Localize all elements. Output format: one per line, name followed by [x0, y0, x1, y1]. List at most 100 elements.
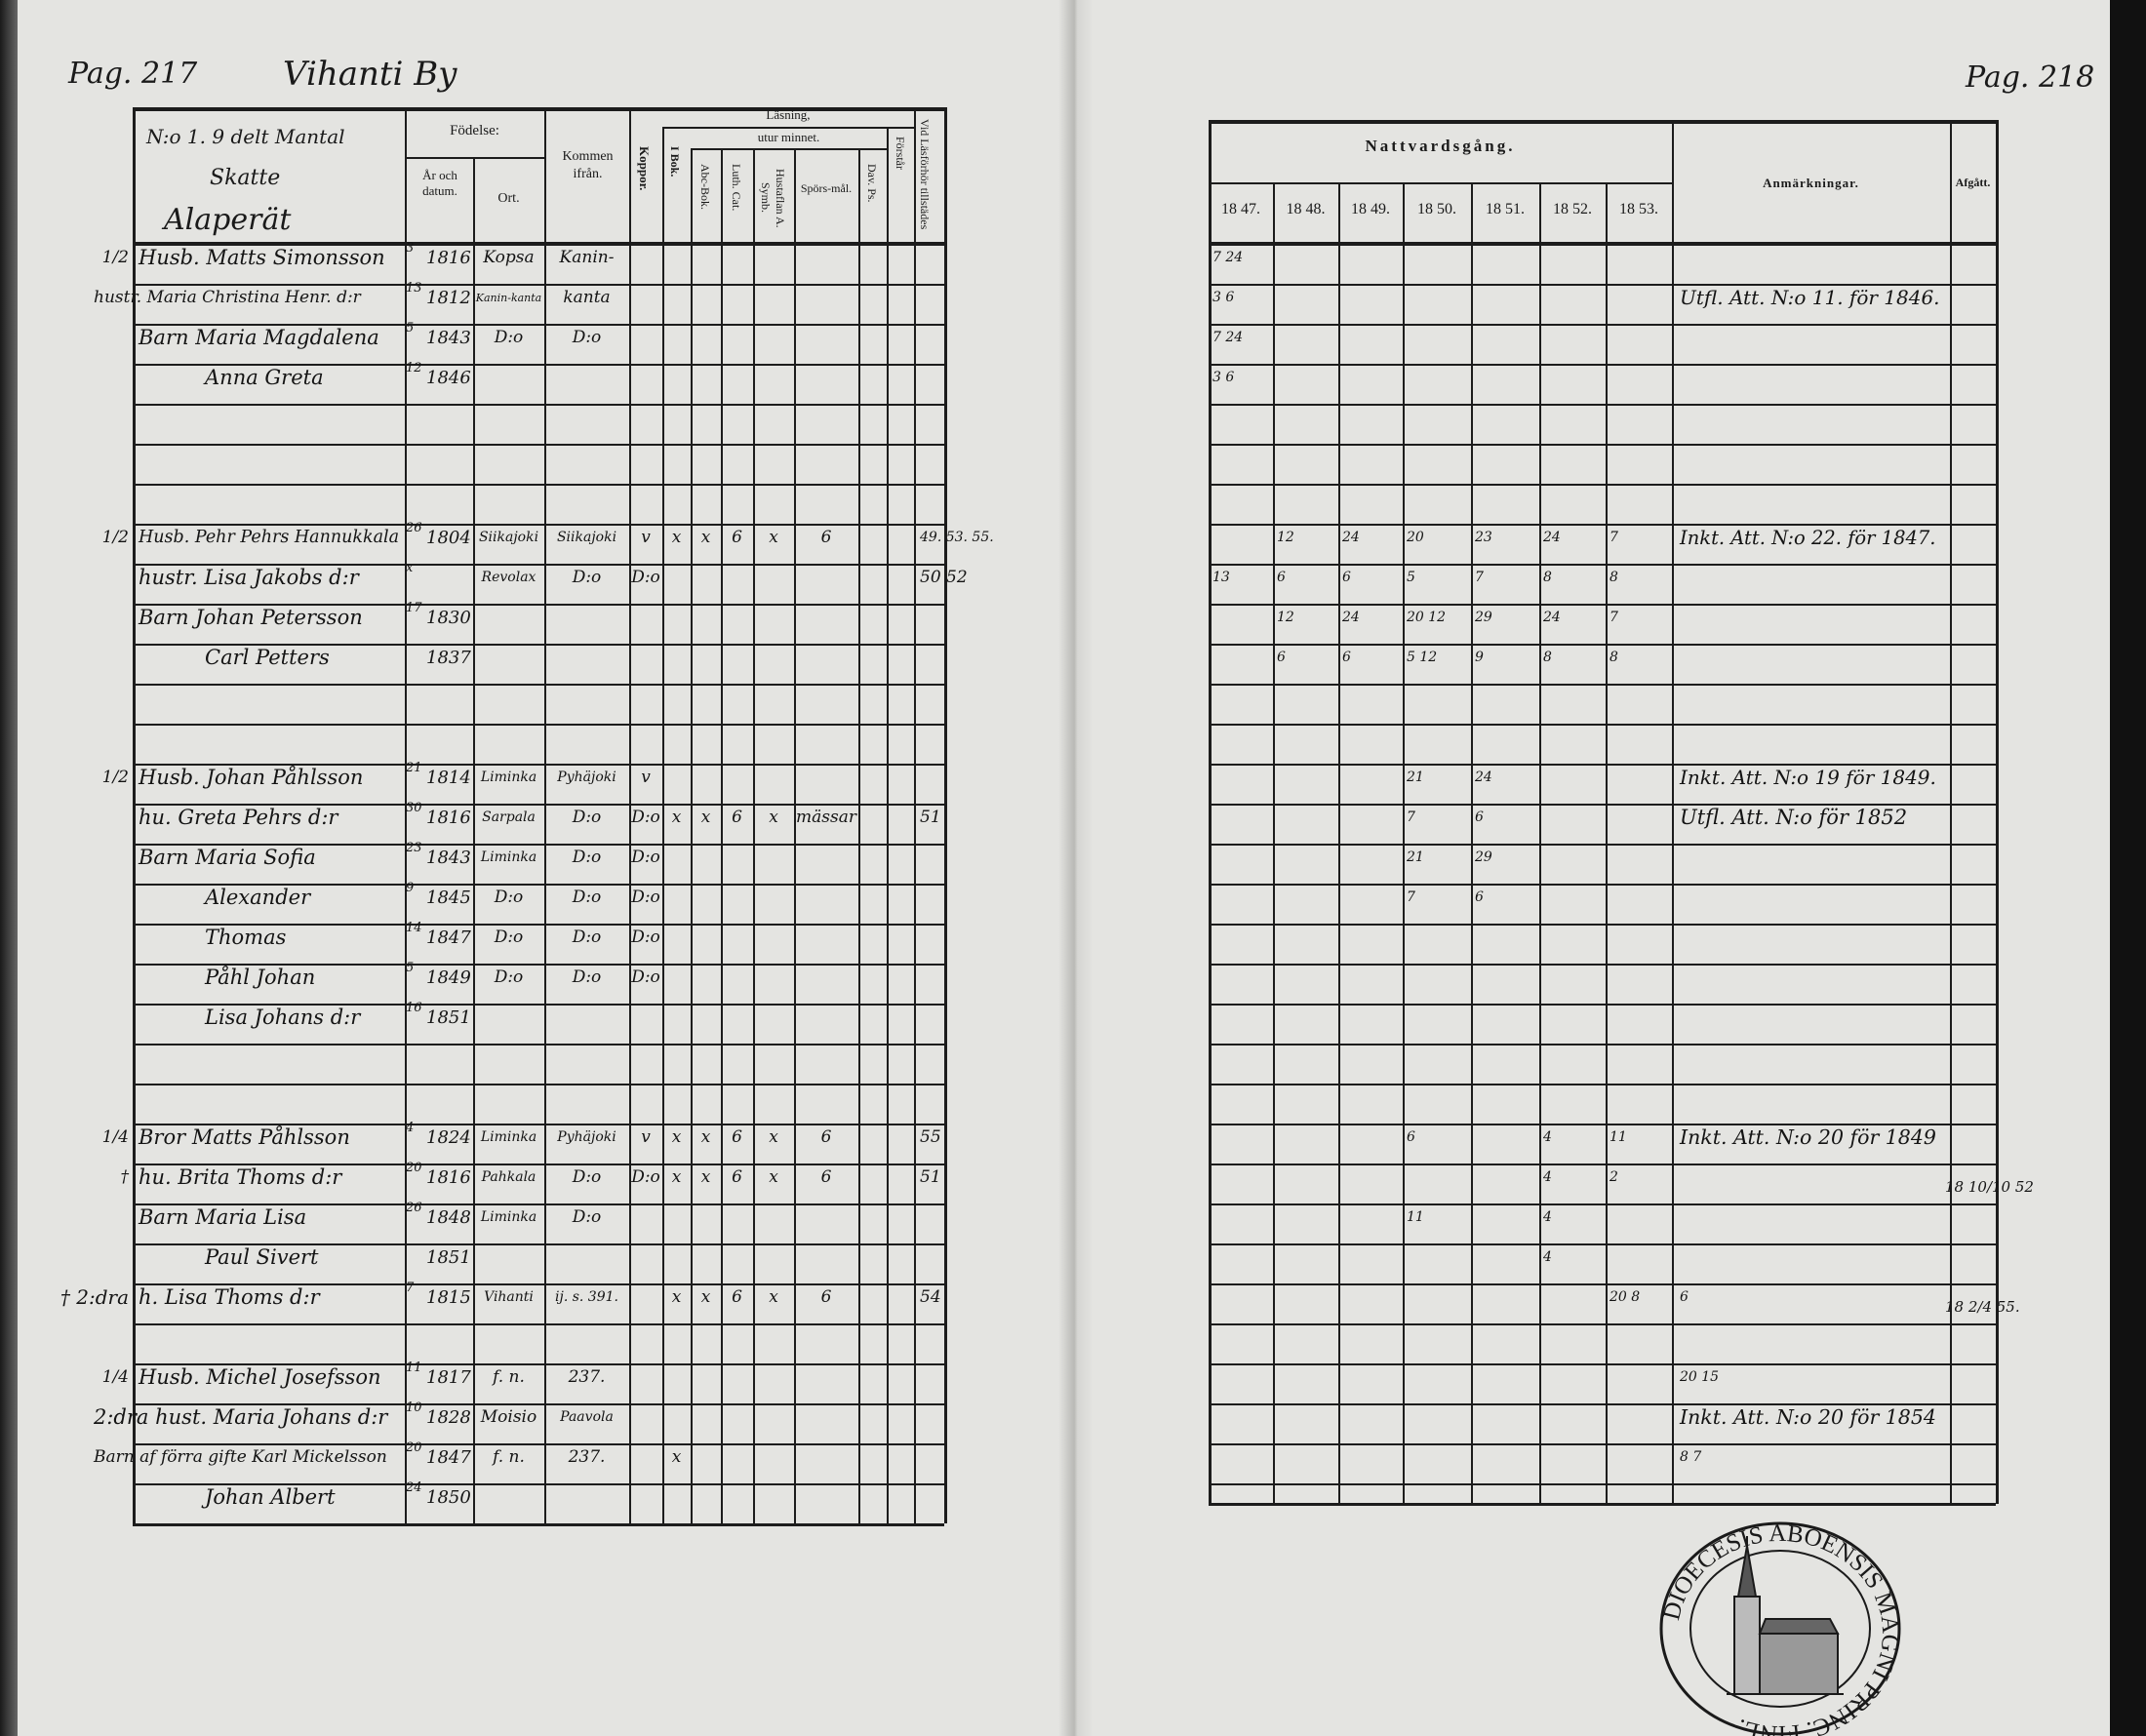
- rule-line: [1539, 182, 1541, 1504]
- communion-date: 7: [1610, 530, 1618, 545]
- cell-ibok: x: [671, 1167, 682, 1187]
- person-name: hustr. Lisa Jakobs d:r: [139, 566, 359, 589]
- communion-date: 11: [1610, 1129, 1627, 1145]
- rule-line: [405, 107, 407, 1523]
- right-page-number: Pag. 218: [1966, 60, 2095, 95]
- rule-line: [133, 242, 944, 246]
- communion-date: 6: [1277, 650, 1286, 665]
- birth-day: 5: [406, 961, 415, 975]
- header-forstar: Förstår: [894, 137, 907, 170]
- rule-line: [133, 404, 944, 406]
- birth-year: 1814: [426, 768, 471, 788]
- rule-line: [1209, 964, 1996, 966]
- birth-year: 1847: [426, 927, 471, 948]
- birth-year: 1851: [426, 1007, 471, 1028]
- rule-line: [1209, 120, 1212, 1504]
- cell-kommen: kanta: [563, 288, 611, 307]
- person-name: Barn Maria Magdalena: [139, 326, 379, 349]
- communion-date: 29: [1475, 849, 1492, 865]
- rule-line: [133, 1483, 944, 1485]
- birth-year: 1815: [426, 1287, 471, 1308]
- communion-date: 20 12: [1407, 610, 1447, 625]
- rule-line: [1209, 1164, 1996, 1165]
- person-name: Thomas: [205, 926, 287, 949]
- birth-year: 1816: [426, 248, 471, 268]
- rule-line: [794, 148, 796, 1523]
- person-name: hustr. Maria Christina Henr. d:r: [94, 288, 361, 307]
- communion-date: 23: [1475, 530, 1492, 545]
- remark: 6: [1680, 1289, 1689, 1305]
- cell-spors: 6: [820, 1127, 832, 1147]
- person-name: Alexander: [205, 886, 311, 909]
- rule-line: [1209, 644, 1996, 646]
- rule-line: [1209, 924, 1996, 926]
- rule-line: [133, 1164, 944, 1165]
- birth-day: 21: [406, 761, 422, 775]
- rule-line: [133, 1363, 944, 1365]
- birth-year: 1846: [426, 368, 471, 388]
- household-share-mark: 1/2: [101, 768, 129, 787]
- birth-day: 17: [406, 601, 422, 615]
- book-edge-right: [2110, 0, 2146, 1736]
- rule-line: [133, 284, 944, 286]
- household-share-mark: 1/2: [101, 248, 129, 267]
- cell-koppor: D:o: [631, 888, 660, 907]
- cell-ibok: x: [671, 1447, 682, 1467]
- birth-day: 10: [406, 1401, 422, 1415]
- rule-line: [1209, 284, 1996, 286]
- remark: Inkt. Att. N:o 20 för 1854: [1680, 1405, 1936, 1429]
- person-name: 2:dra hust. Maria Johans d:r: [94, 1405, 388, 1429]
- communion-date: 7: [1610, 610, 1618, 625]
- cell-ort: Revolax: [481, 570, 536, 585]
- cell-vid: 54: [920, 1287, 941, 1307]
- person-name: Paul Sivert: [205, 1245, 319, 1269]
- header-year: 18 51.: [1486, 201, 1525, 217]
- cell-ort: D:o: [494, 888, 524, 907]
- cell-ort: D:o: [494, 967, 524, 987]
- cell-kommen: Pyhäjoki: [557, 1129, 616, 1145]
- communion-date: 4: [1543, 1169, 1552, 1185]
- communion-date: 20 8: [1610, 1289, 1641, 1305]
- birth-year: 1843: [426, 848, 471, 868]
- cell-abc: x: [700, 1127, 711, 1147]
- homestead-number: N:o 1. 9 delt Mantal: [146, 125, 345, 148]
- birth-year: 1828: [426, 1407, 471, 1428]
- rule-line: [1209, 1323, 1996, 1325]
- header-ar-och-datum: År och datum.: [422, 168, 457, 198]
- cell-ort: Liminka: [480, 1129, 537, 1145]
- cell-kommen: D:o: [572, 568, 602, 587]
- cell-kommen: Siikajoki: [556, 530, 617, 545]
- communion-date: 6: [1407, 1129, 1415, 1145]
- birth-day: 3: [406, 241, 415, 256]
- remark: 20 15: [1680, 1369, 1720, 1385]
- birth-day: 13: [406, 281, 422, 296]
- cell-ort: Liminka: [480, 849, 537, 865]
- rule-line: [1403, 182, 1405, 1504]
- communion-date: 3 6: [1212, 370, 1235, 385]
- birth-year: 1848: [426, 1207, 471, 1228]
- cell-koppor: D:o: [631, 808, 660, 827]
- cell-kommen: Pyhäjoki: [557, 769, 616, 785]
- rule-line: [133, 1403, 944, 1405]
- rule-line: [1209, 1124, 1996, 1125]
- rule-line: [1209, 1283, 1996, 1285]
- communion-date: 24: [1543, 610, 1561, 625]
- person-name: Lisa Johans d:r: [205, 1006, 361, 1029]
- birth-year: 1804: [426, 528, 471, 548]
- rule-line: [887, 127, 889, 1523]
- cell-vid: 55: [920, 1127, 941, 1147]
- cell-ort: Siikajoki: [478, 530, 539, 545]
- cell-abc: x: [700, 808, 711, 827]
- birth-day: 5: [406, 321, 415, 335]
- rule-line: [662, 127, 914, 129]
- rule-line: [1209, 684, 1996, 686]
- household-share-mark: 1/4: [101, 1127, 129, 1147]
- rule-line: [1471, 182, 1473, 1504]
- household-share-mark: † 2:dra: [60, 1285, 129, 1309]
- rule-line: [133, 1124, 944, 1125]
- communion-date: 4: [1543, 1249, 1552, 1265]
- communion-date: 13: [1212, 570, 1230, 585]
- cell-kommen: Kanin-: [559, 248, 615, 267]
- departure-date: 18 10/10 52: [1945, 1178, 2034, 1196]
- cell-luth: 6: [732, 808, 742, 827]
